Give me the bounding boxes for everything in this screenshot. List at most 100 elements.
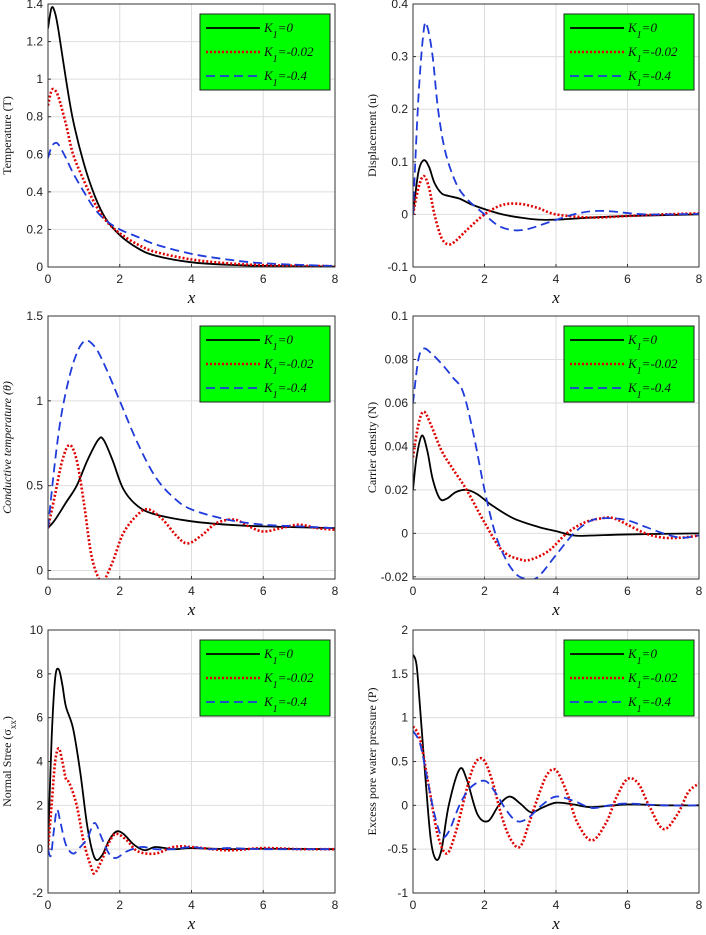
legend-label: K1=-0.02: [627, 670, 678, 691]
x-axis-label: x: [551, 600, 560, 619]
x-tick-label: 0: [45, 898, 52, 912]
x-tick-label: 4: [553, 272, 560, 286]
panel-pore_pressure: 0 2 4 6 8 -1 -0.5 0 0.5 1 1.5 2 K1=0 K1=-0.02 K1=-0.4 x…: [365, 623, 703, 933]
series-line-dotted: [48, 443, 335, 579]
series-line-dashed: [48, 808, 335, 859]
y-tick-label: 0.4: [391, 0, 408, 11]
legend-box: [563, 325, 695, 403]
panel-temperature: 0 2 4 6 800.20.40.60.811.21.4K1=0K1=-0.02K1=…: [0, 0, 339, 307]
series-line-dotted: [413, 174, 699, 246]
x-tick-label: 2: [116, 898, 123, 912]
x-tick-label: 2: [481, 898, 488, 912]
series-line-solid: [48, 6, 335, 267]
x-tick-label: 0: [410, 898, 417, 912]
legend-label: K1=-0.02: [263, 44, 314, 65]
series-line-dashed: [413, 730, 699, 839]
x-tick-label: 8: [332, 272, 339, 286]
axes-frame: [412, 629, 700, 894]
y-tick-label: 0.1: [391, 155, 408, 169]
y-tick-label: 0.2: [391, 102, 408, 116]
x-tick-label: 8: [696, 898, 703, 912]
y-axis-label: Conductive temperature (θ): [0, 381, 14, 514]
x-tick-label: 6: [624, 584, 631, 598]
y-tick-label: 1.4: [26, 0, 43, 11]
x-tick-label: 8: [696, 272, 703, 286]
y-tick-label: 1.2: [26, 35, 43, 49]
legend-label: K1=-0.4: [627, 380, 672, 401]
legend-label: K1=0: [263, 332, 293, 353]
legend-box: [563, 13, 695, 91]
y-tick-label: 6: [36, 711, 43, 725]
legend-label: K1=-0.4: [263, 694, 308, 715]
y-tick-label: 0: [36, 564, 43, 578]
y-tick-label: 1: [36, 72, 43, 86]
axes-frame: [412, 3, 700, 268]
y-tick-label: 0.5: [391, 755, 408, 769]
series-line-dashed: [48, 339, 335, 529]
y-tick-label: -0.5: [387, 842, 408, 856]
x-tick-label: 2: [116, 584, 123, 598]
series-line-dotted: [413, 725, 699, 855]
x-tick-label: 0: [410, 272, 417, 286]
series-line-solid: [413, 159, 699, 221]
x-tick-label: 4: [188, 584, 195, 598]
y-tick-label: 0.8: [26, 110, 43, 124]
legend-box: [563, 639, 695, 717]
legend-label: K1=-0.4: [627, 68, 672, 89]
y-tick-label: 1: [401, 711, 408, 725]
y-tick-label: 0: [401, 526, 408, 540]
y-tick-label: 0: [401, 207, 408, 221]
y-tick-label: 2: [36, 798, 43, 812]
y-tick-label: 1.5: [391, 667, 408, 681]
legend: K1=0 K1=-0.02 K1=-0.4: [563, 639, 695, 717]
axes-frame: [412, 315, 700, 580]
y-tick-label: 0.08: [385, 352, 409, 366]
x-tick-label: 2: [481, 272, 488, 286]
y-tick-label: 0.06: [385, 396, 409, 410]
panel-conductive_temperature: 0 2 4 6 8 0 0.5 1 1.5 K1=0 K1=-0.02 K1=-0.4 x Conduct…: [0, 309, 339, 619]
y-tick-label: 10: [30, 623, 44, 637]
series-line-solid: [48, 436, 335, 529]
panel-displacement: 0 2 4 6 8-0.100.10.20.30.4K1=0K1=-0.02K1=-0.…: [365, 0, 703, 307]
x-tick-label: 8: [332, 898, 339, 912]
x-tick-label: 0: [45, 584, 52, 598]
x-tick-label: 6: [260, 898, 267, 912]
y-tick-label: 0: [401, 798, 408, 812]
x-tick-label: 2: [481, 584, 488, 598]
x-tick-label: 6: [624, 272, 631, 286]
y-tick-label: -0.02: [381, 570, 409, 584]
legend: K1=0 K1=-0.02 K1=-0.4: [199, 639, 331, 717]
axes-frame: [47, 629, 336, 894]
y-tick-label: -1: [397, 886, 408, 900]
y-tick-label: 2: [401, 623, 408, 637]
y-tick-label: 1.5: [26, 309, 43, 323]
x-tick-label: 6: [260, 584, 267, 598]
y-tick-label: 0.2: [26, 222, 43, 236]
x-tick-label: 0: [45, 272, 52, 286]
y-axis-label: Temperature (T): [0, 96, 14, 175]
y-tick-label: -2: [32, 886, 43, 900]
x-tick-label: 4: [553, 584, 560, 598]
y-tick-label: 0.3: [391, 50, 408, 64]
x-tick-label: 4: [553, 898, 560, 912]
legend-box: [199, 325, 331, 403]
x-axis-label: x: [187, 600, 196, 619]
y-axis-label: Carrier density (N): [365, 402, 379, 493]
x-tick-label: 8: [696, 584, 703, 598]
y-axis-label: Displacement (u): [365, 94, 379, 177]
series-line-dashed: [413, 21, 699, 232]
legend-label: K1=-0.02: [627, 356, 678, 377]
legend-label: K1=-0.02: [627, 44, 678, 65]
legend-label: K1=-0.02: [263, 670, 314, 691]
legend: K1=0 K1=-0.02 K1=-0.4: [563, 13, 695, 91]
x-tick-label: 4: [188, 272, 195, 286]
x-tick-label: 6: [624, 898, 631, 912]
legend-label: K1=0: [263, 20, 293, 41]
panel-carrier_density: 0 2 4 6 8-0.0200.020.040.060.080.1K1=0K1=-0.…: [365, 309, 703, 619]
legend-label: K1=-0.4: [263, 380, 308, 401]
axes-frame: [47, 315, 336, 580]
x-tick-label: 2: [116, 272, 123, 286]
series-line-solid: [413, 434, 699, 537]
x-tick-label: 6: [260, 272, 267, 286]
series-line-dashed: [48, 141, 335, 267]
